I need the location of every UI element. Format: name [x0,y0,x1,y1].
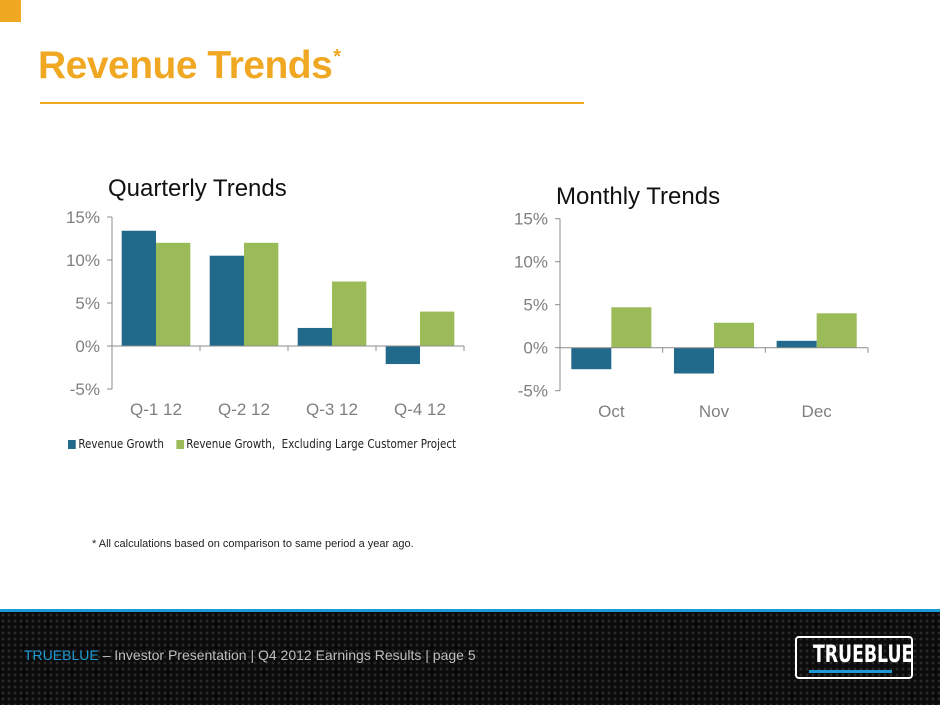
bar-revenue-growth-dec [776,340,817,348]
slide-title: Revenue Trends* [38,44,341,88]
bar-excluding-large-customer-q-2-12 [244,242,279,346]
footer-caption: TRUEBLUE – Investor Presentation | Q4 20… [24,647,476,663]
bar-excluding-large-customer-q-3-12 [332,281,367,346]
legend-item-revenue-growth: Revenue Growth [68,437,164,451]
footer-brand: TRUEBLUE [24,647,99,663]
y-tick-label: -5% [518,382,548,401]
bar-revenue-growth-nov [673,347,714,374]
y-tick-label: 0% [75,337,100,356]
y-tick-label: 15% [514,210,548,229]
chart-legend: Revenue Growth Revenue Growth, Excluding… [68,437,468,451]
bar-revenue-growth-q-3-12 [297,327,332,346]
x-tick-label: Nov [699,402,730,421]
x-tick-label: Q-3 12 [306,400,358,419]
y-tick-label: 10% [514,253,548,272]
y-tick-label: 15% [66,208,100,227]
footnote: * All calculations based on comparison t… [92,538,414,550]
x-tick-label: Dec [802,402,833,421]
slide-title-text: Revenue Trends [38,44,333,87]
legend-swatch-excluding [175,439,184,449]
trueblue-logo-icon: TRUEBLUE [795,636,913,679]
legend-swatch-revenue-growth [68,439,76,449]
bar-revenue-growth-q-2-12 [209,255,244,346]
x-tick-label: Oct [598,402,625,421]
logo-text: TRUEBLUE [812,640,914,668]
footer-text: – Investor Presentation | Q4 2012 Earnin… [98,647,476,663]
y-tick-label: 5% [523,296,548,315]
title-footnote-marker: * [333,46,341,68]
x-tick-label: Q-1 12 [130,400,182,419]
logo-underline [809,670,892,673]
legend-item-excluding: Revenue Growth, Excluding Large Customer… [175,437,457,451]
chart-title: Monthly Trends [556,183,720,210]
y-tick-label: 5% [75,294,100,313]
y-tick-label: 10% [66,251,100,270]
title-underline [40,102,584,104]
bar-revenue-growth-q-1-12 [121,230,156,346]
bar-revenue-growth-q-4-12 [385,346,420,365]
bar-excluding-large-customer-oct [611,307,652,348]
bar-excluding-large-customer-q-4-12 [420,311,455,346]
footer-divider [0,609,940,612]
legend-label-revenue-growth: Revenue Growth [78,437,164,451]
y-tick-label: -5% [70,380,100,399]
y-tick-label: 0% [523,339,548,358]
bar-revenue-growth-oct [571,347,612,370]
footer-bar [0,612,940,705]
legend-label-excluding: Revenue Growth, Excluding Large Customer… [186,437,457,451]
x-tick-label: Q-4 12 [394,400,446,419]
corner-accent [0,0,21,22]
bar-excluding-large-customer-dec [816,313,857,348]
bar-excluding-large-customer-nov [714,322,755,348]
bar-excluding-large-customer-q-1-12 [156,242,191,346]
x-tick-label: Q-2 12 [218,400,270,419]
chart-title: Quarterly Trends [108,175,287,202]
